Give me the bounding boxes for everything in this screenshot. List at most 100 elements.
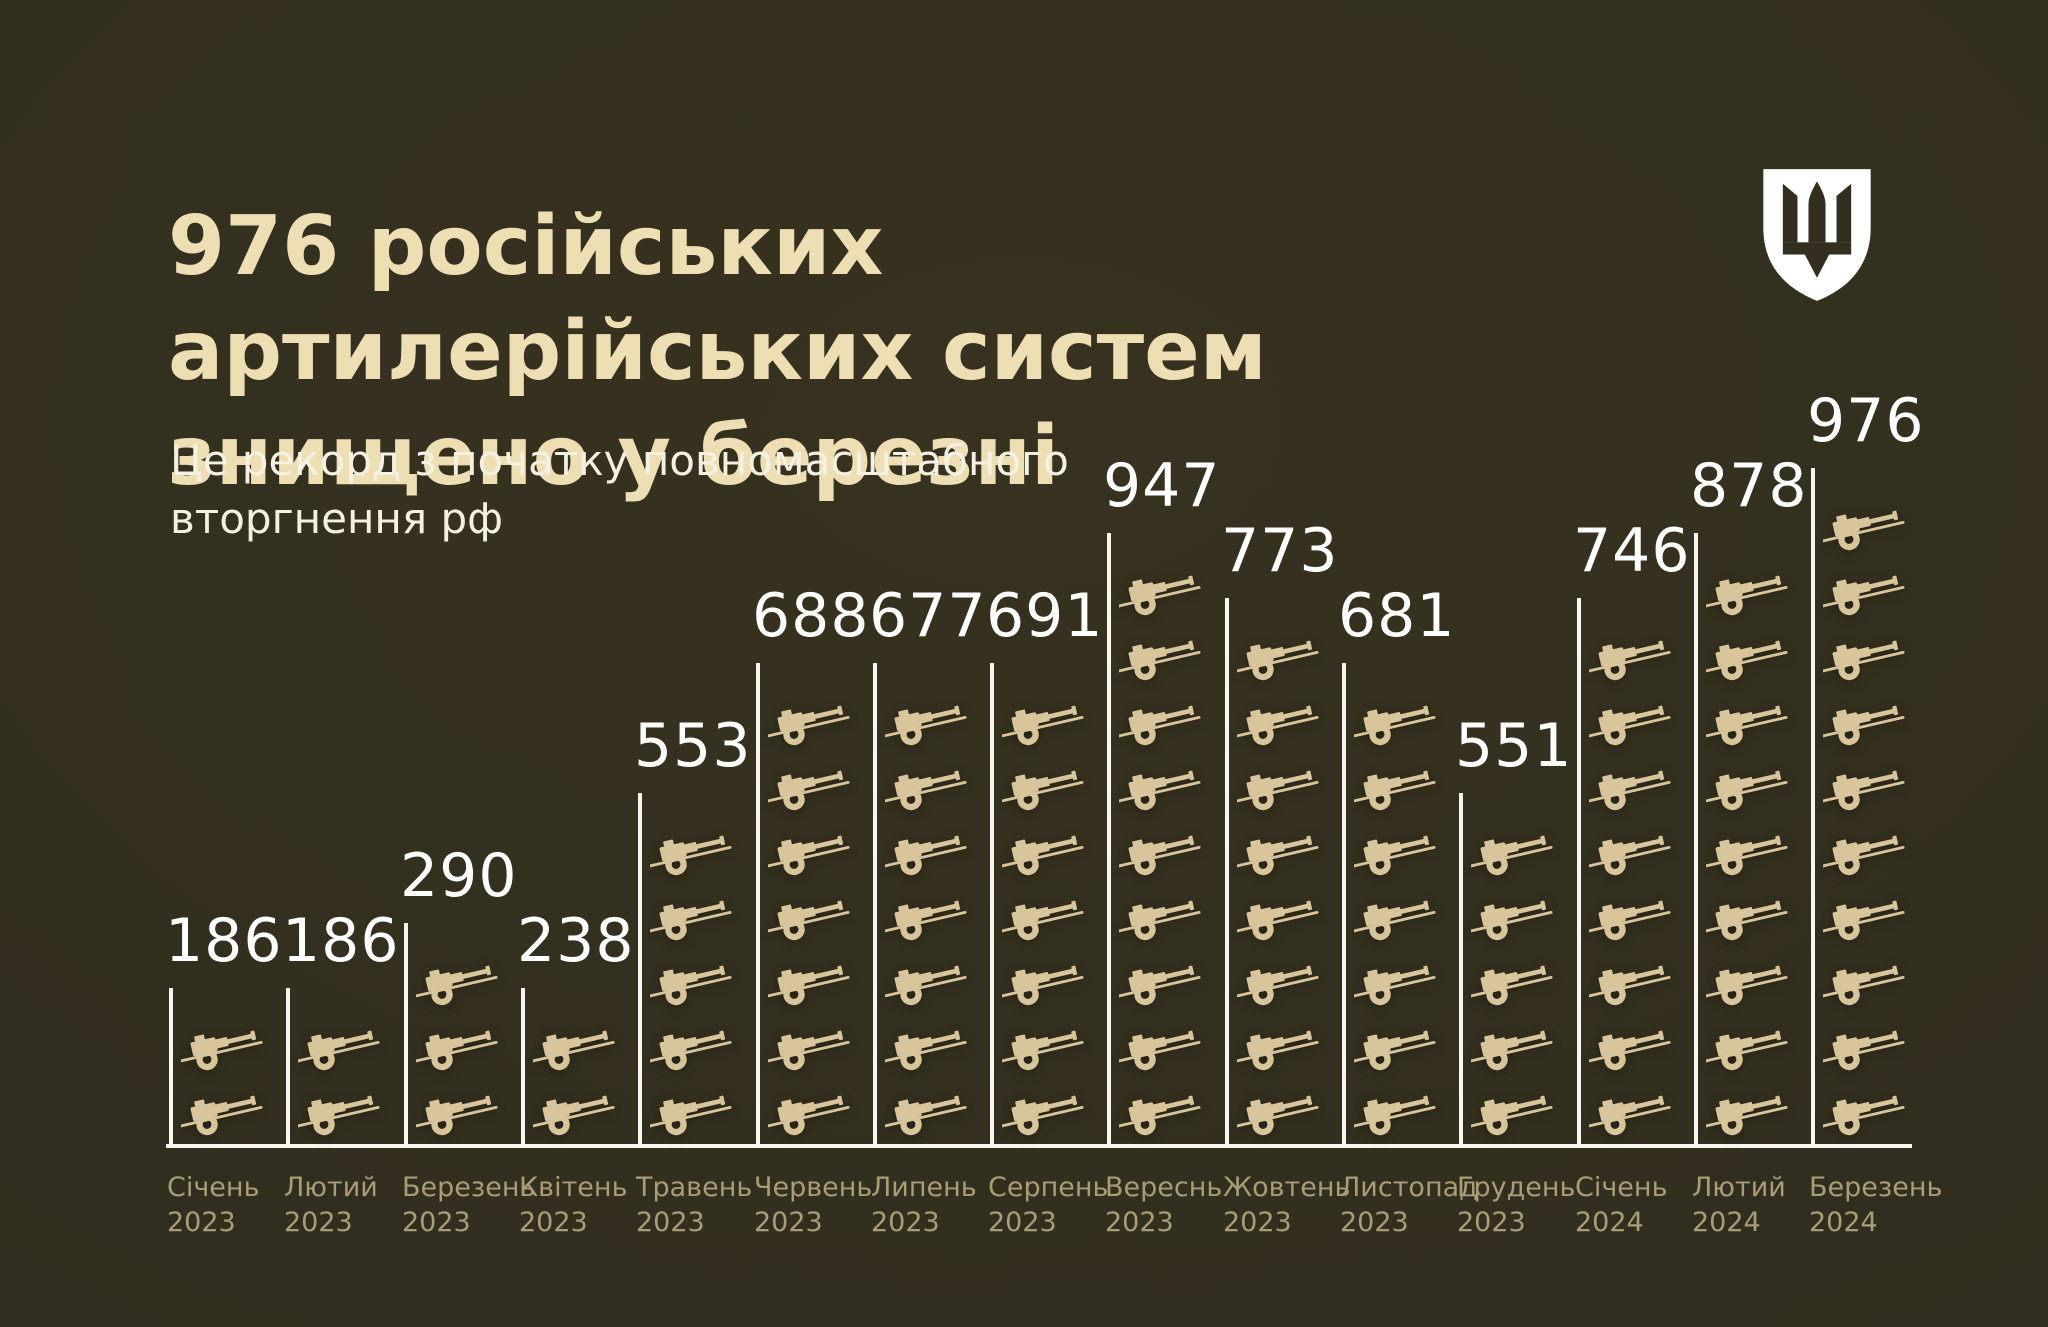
month-year: 2023 <box>1340 1207 1409 1239</box>
artillery-cannon-icon <box>1237 887 1321 941</box>
artillery-cannon-icon <box>1823 562 1907 616</box>
month-year: 2023 <box>754 1207 823 1239</box>
month-year: 2023 <box>1457 1207 1526 1239</box>
artillery-cannon-icon <box>1823 757 1907 811</box>
x-axis-month-label: Лютий 2023 <box>284 1170 378 1240</box>
artillery-cannon-icon <box>768 757 852 811</box>
artillery-cannon-icon <box>181 1017 265 1071</box>
month-name: Вереснь <box>1105 1172 1223 1203</box>
artillery-cannon-icon <box>768 1082 852 1136</box>
bar-value-label: 688 <box>752 581 870 651</box>
month-name: Березень <box>1809 1172 1943 1203</box>
artillery-cannon-icon <box>1589 1082 1673 1136</box>
artillery-cannon-icon <box>885 757 969 811</box>
x-axis-month-label: Грудень 2023 <box>1457 1170 1575 1240</box>
artillery-cannon-icon <box>533 1082 617 1136</box>
artillery-cannon-icon <box>533 1017 617 1071</box>
bar-value-label: 186 <box>282 906 400 976</box>
bar-value-label: 186 <box>165 906 283 976</box>
artillery-cannon-icon <box>1354 692 1438 746</box>
month-year: 2023 <box>519 1207 588 1239</box>
x-axis-month-label: Вереснь 2023 <box>1105 1170 1222 1240</box>
artillery-cannon-icon <box>885 692 969 746</box>
artillery-cannon-icon <box>1354 952 1438 1006</box>
artillery-cannon-icon <box>416 952 500 1006</box>
x-axis-month-label: Березень 2024 <box>1809 1170 1942 1240</box>
artillery-cannon-icon <box>1237 1082 1321 1136</box>
artillery-cannon-icon <box>1706 692 1790 746</box>
month-name: Лютий <box>1692 1172 1786 1203</box>
artillery-cannon-icon <box>1119 822 1203 876</box>
bar-value-label: 976 <box>1807 386 1925 456</box>
x-axis-line <box>166 1144 1912 1148</box>
artillery-cannon-icon <box>885 1017 969 1071</box>
page-subtitle: Це рекорд з початку повномасштабного вто… <box>170 436 1069 543</box>
artillery-cannon-icon <box>1002 1017 1086 1071</box>
artillery-cannon-icon <box>1823 1082 1907 1136</box>
month-year: 2024 <box>1575 1207 1644 1239</box>
bar-value-label: 691 <box>986 581 1104 651</box>
artillery-cannon-icon <box>768 692 852 746</box>
month-name: Квітень <box>519 1172 628 1203</box>
artillery-cannon-icon <box>1002 757 1086 811</box>
artillery-cannon-icon <box>1823 497 1907 551</box>
x-axis-month-label: Липень 2023 <box>871 1170 977 1240</box>
month-year: 2023 <box>284 1207 353 1239</box>
artillery-cannon-icon <box>1823 627 1907 681</box>
bar-line <box>169 988 173 1144</box>
x-axis-month-label: Травень 2023 <box>636 1170 752 1240</box>
artillery-cannon-icon <box>650 822 734 876</box>
month-year: 2024 <box>1692 1207 1761 1239</box>
artillery-cannon-icon <box>1119 562 1203 616</box>
artillery-cannon-icon <box>1354 887 1438 941</box>
bar-value-label: 238 <box>517 906 635 976</box>
artillery-cannon-icon <box>1002 822 1086 876</box>
artillery-cannon-icon <box>1237 692 1321 746</box>
bar-line <box>1225 598 1229 1144</box>
artillery-cannon-icon <box>1706 562 1790 616</box>
artillery-cannon-icon <box>885 1082 969 1136</box>
month-year: 2023 <box>167 1207 236 1239</box>
bar-line <box>990 663 994 1144</box>
month-year: 2023 <box>988 1207 1057 1239</box>
artillery-cannon-icon <box>650 887 734 941</box>
x-axis-month-label: Квітень 2023 <box>519 1170 628 1240</box>
artillery-cannon-icon <box>1354 1017 1438 1071</box>
artillery-cannon-icon <box>1237 952 1321 1006</box>
artillery-cannon-icon <box>1589 627 1673 681</box>
month-year: 2023 <box>402 1207 471 1239</box>
artillery-cannon-icon <box>1354 822 1438 876</box>
bar-line <box>873 663 877 1144</box>
artillery-cannon-icon <box>1237 822 1321 876</box>
artillery-cannon-icon <box>1589 757 1673 811</box>
page-title: 976 російських артилерійських систем зни… <box>168 198 1267 504</box>
month-name: Листопад <box>1340 1172 1478 1203</box>
mod-ukraine-emblem <box>1756 164 1878 306</box>
artillery-cannon-icon <box>1471 822 1555 876</box>
artillery-cannon-icon <box>1119 1082 1203 1136</box>
bar-value-label: 551 <box>1455 711 1573 781</box>
artillery-cannon-icon <box>1237 1017 1321 1071</box>
artillery-cannon-icon <box>1002 887 1086 941</box>
bar-line <box>756 663 760 1144</box>
artillery-cannon-icon <box>1119 952 1203 1006</box>
bar-value-label: 681 <box>1338 581 1456 651</box>
artillery-cannon-icon <box>768 1017 852 1071</box>
artillery-cannon-icon <box>1119 757 1203 811</box>
artillery-cannon-icon <box>650 1082 734 1136</box>
artillery-cannon-icon <box>1589 952 1673 1006</box>
x-axis-month-label: Січень 2024 <box>1575 1170 1667 1240</box>
bar-line <box>1107 533 1111 1144</box>
month-name: Липень <box>871 1172 977 1203</box>
artillery-cannon-icon <box>1589 692 1673 746</box>
artillery-cannon-icon <box>1119 1017 1203 1071</box>
bar-line <box>638 793 642 1144</box>
artillery-cannon-icon <box>1354 757 1438 811</box>
artillery-cannon-icon <box>1471 1017 1555 1071</box>
bar-value-label: 773 <box>1221 516 1339 586</box>
month-name: Березень <box>402 1172 536 1203</box>
month-year: 2023 <box>1223 1207 1292 1239</box>
artillery-cannon-icon <box>1823 822 1907 876</box>
